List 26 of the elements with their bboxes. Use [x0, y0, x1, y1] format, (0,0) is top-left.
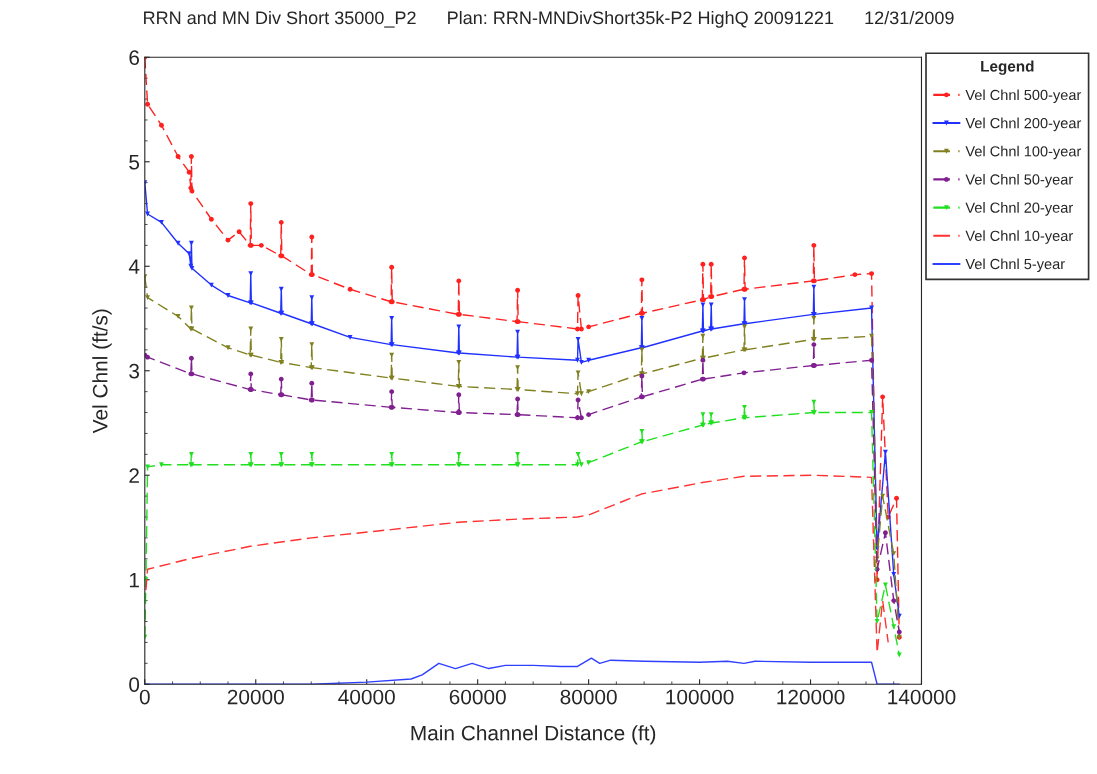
y-tick-label: 5 — [129, 154, 140, 170]
y-axis-title: Vel Chnl (ft/s) — [92, 309, 112, 434]
legend-label: Vel Chnl 50-year — [965, 173, 1073, 188]
x-tick-label: 20000 — [227, 689, 284, 705]
y-tick-label: 4 — [128, 259, 140, 274]
x-tick-label: 120000 — [777, 689, 845, 705]
x-tick-label: 140000 — [888, 689, 956, 705]
legend-label: Vel Chnl 200-year — [965, 117, 1082, 132]
chart-title: RRN and MN Div Short 35000_P2 Plan: RRN-MNDivShort35k-P2 HighQ 20091221 12/31/2009 — [144, 10, 954, 28]
y-tick-label: 0 — [129, 677, 140, 692]
legend-label: Vel Chnl 5-year — [965, 258, 1065, 273]
y-tick-label: 3 — [129, 363, 140, 379]
legend-title: Legend — [981, 60, 1034, 75]
x-tick-label: 60000 — [449, 689, 506, 705]
x-axis-title: Main Channel Distance (ft) — [411, 725, 656, 745]
y-tick-label: 1 — [129, 572, 139, 588]
x-tick-label: 40000 — [338, 689, 395, 705]
y-tick-label: 2 — [129, 468, 139, 483]
x-tick-label: 100000 — [666, 689, 734, 705]
legend-label: Vel Chnl 20-year — [965, 202, 1073, 216]
legend-label: Vel Chnl 10-year — [965, 230, 1073, 244]
legend-label: Vel Chnl 100-year — [965, 145, 1082, 160]
y-tick-label: 6 — [129, 50, 140, 66]
x-tick-label: 0 — [139, 689, 150, 705]
x-tick-label: 80000 — [560, 689, 617, 705]
legend-label: Vel Chnl 500-year — [965, 89, 1082, 103]
